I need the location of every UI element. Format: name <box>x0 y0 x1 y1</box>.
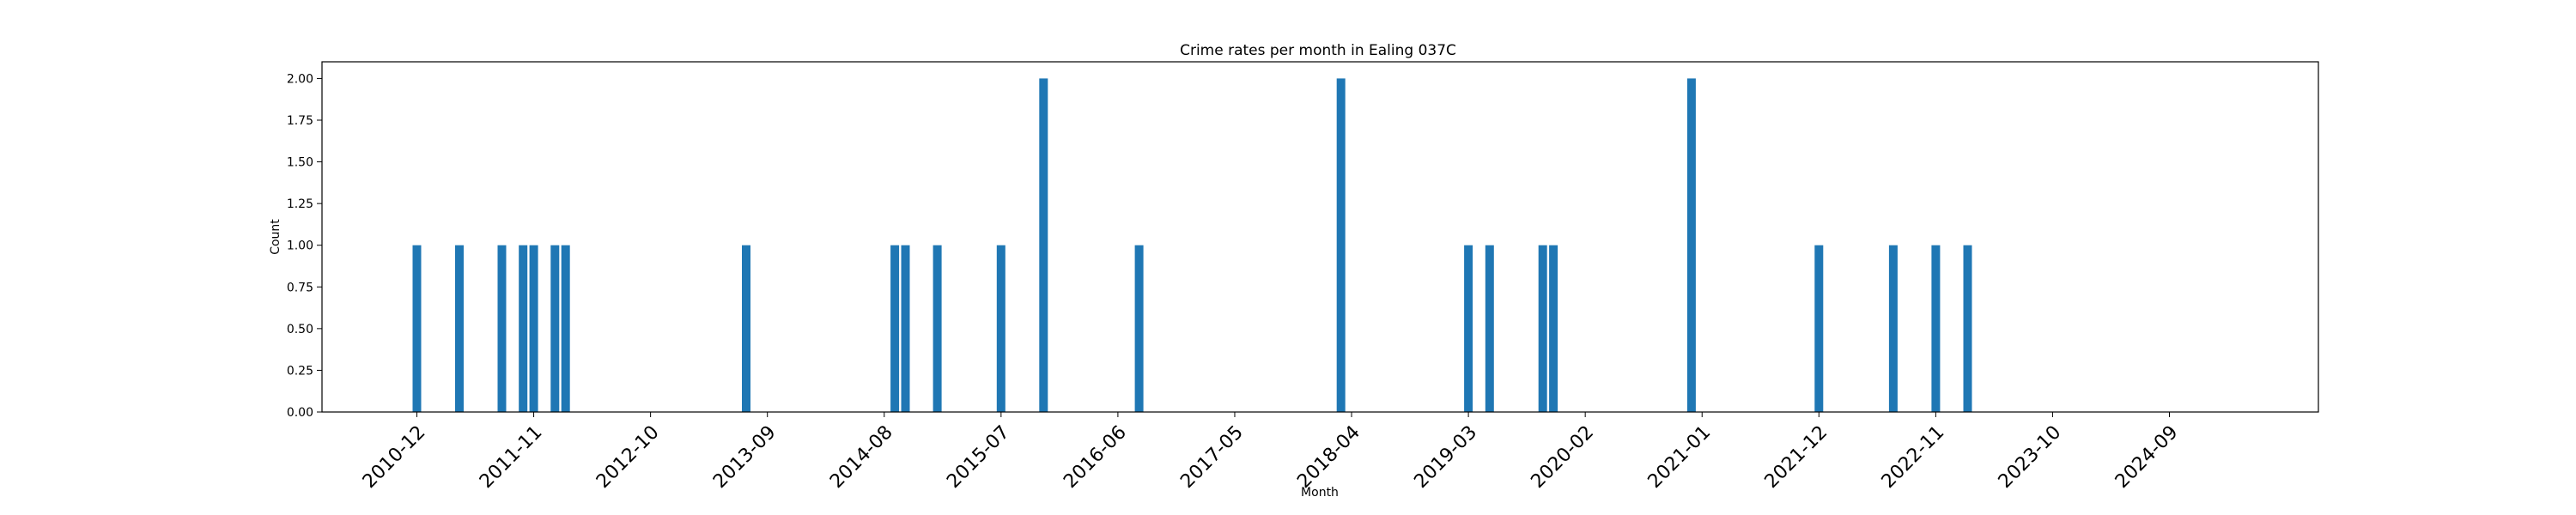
bar-2022-07 <box>1888 245 1898 412</box>
bar-2020-12 <box>1686 78 1696 413</box>
x-tick-label: 2019-03 <box>1410 421 1481 493</box>
x-tick-label: 2017-05 <box>1176 421 1248 493</box>
bar-2012-02 <box>561 245 570 412</box>
y-tick-label: 0.25 <box>287 364 313 378</box>
bar-2019-03 <box>1464 245 1473 412</box>
bar-2022-11 <box>1931 245 1941 412</box>
x-tick-label: 2014-08 <box>826 421 897 493</box>
bar-2014-10 <box>901 245 910 412</box>
y-tick-label: 1.50 <box>287 156 313 170</box>
bars <box>412 78 1972 413</box>
x-tick-label: 2021-12 <box>1761 421 1832 493</box>
bar-2019-05 <box>1485 245 1494 412</box>
bar-2023-02 <box>1963 245 1972 412</box>
x-tick-label: 2024-09 <box>2111 421 2183 493</box>
bar-2011-08 <box>497 245 507 412</box>
x-tick-label: 2018-04 <box>1293 421 1364 493</box>
x-axis-ticks: 2010-12 2011-11 2012-10 2013-09 2014-08 2015-… <box>359 412 2183 493</box>
chart-title: Crime rates per month in Ealing 037C <box>1180 42 1456 59</box>
plot-frame <box>321 61 2319 413</box>
bar-2011-10 <box>519 245 528 412</box>
bar-2019-11 <box>1549 245 1558 412</box>
x-tick-label: 2023-10 <box>1995 421 2066 493</box>
x-tick-label: 2016-06 <box>1060 421 1131 493</box>
bar-2015-11 <box>1039 78 1048 413</box>
y-tick-label: 0.75 <box>287 281 313 294</box>
x-tick-label: 2020-02 <box>1527 421 1598 493</box>
x-tick-label: 2021-01 <box>1644 421 1716 493</box>
bar-2011-04 <box>455 245 464 412</box>
x-tick-label: 2015-07 <box>943 421 1014 493</box>
y-tick-label: 0.00 <box>287 406 313 420</box>
bar-2010-12 <box>412 245 422 412</box>
x-tick-label: 2011-11 <box>476 421 547 493</box>
bar-2013-07 <box>742 245 750 412</box>
x-tick-label: 2010-12 <box>359 421 430 493</box>
bar-2014-09 <box>890 245 900 412</box>
y-tick-label: 1.00 <box>287 239 313 253</box>
x-tick-label: 2012-10 <box>592 421 664 493</box>
bar-2015-01 <box>933 245 942 412</box>
bar-2012-01 <box>550 245 560 412</box>
y-tick-label: 0.50 <box>287 323 313 336</box>
x-tick-label: 2022-11 <box>1878 421 1949 493</box>
x-axis-label: Month <box>1301 486 1339 500</box>
x-tick-label: 2013-09 <box>709 421 781 493</box>
y-tick-label: 2.00 <box>287 72 313 86</box>
bar-2016-08 <box>1134 245 1144 412</box>
y-axis-ticks: 0.00 0.25 0.50 0.75 1.00 1.25 1.50 1.75 2.00 <box>287 72 322 420</box>
bar-2018-03 <box>1336 78 1346 413</box>
bar-2021-12 <box>1814 245 1824 412</box>
y-tick-label: 1.75 <box>287 114 313 128</box>
y-axis-label: Count <box>269 219 283 255</box>
bar-2011-11 <box>529 245 538 412</box>
bar-2015-07 <box>996 245 1005 412</box>
bar-2019-10 <box>1538 245 1547 412</box>
y-tick-label: 1.25 <box>287 197 313 211</box>
